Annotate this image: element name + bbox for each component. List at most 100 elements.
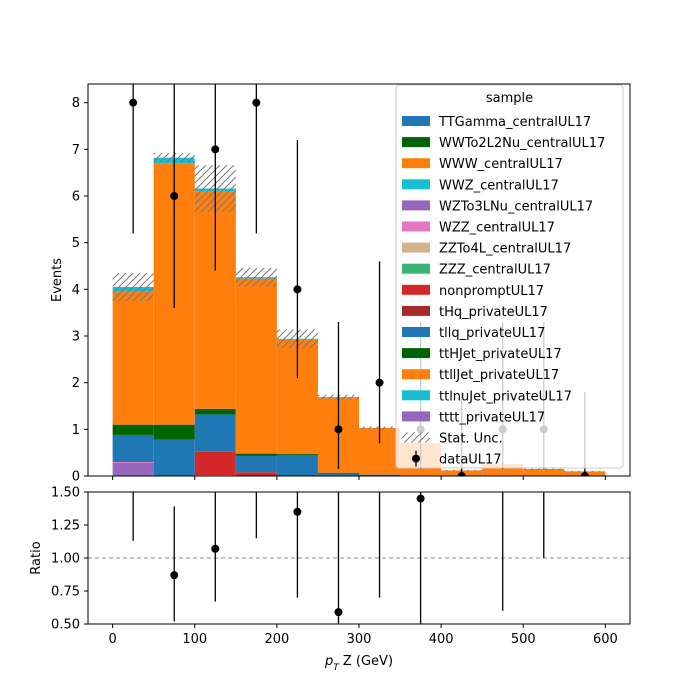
legend-swatch-11 — [402, 348, 430, 359]
data-point-0 — [129, 98, 138, 107]
legend-title: sample — [486, 91, 533, 106]
bar-ttllJet_privateUL17-bin-0 — [112, 291, 154, 425]
legend-swatch-6 — [402, 242, 430, 253]
bar-nonpromptUL17-bin-3 — [235, 472, 277, 476]
legend-label-9: tHq_privateUL17 — [439, 305, 548, 320]
legend-label-stat-unc: Stat. Unc. — [439, 432, 503, 447]
legend-label-11: ttHJet_privateUL17 — [439, 347, 562, 362]
legend-label-2: WWW_centralUL17 — [439, 157, 563, 172]
legend-swatch-2 — [402, 158, 430, 169]
main-plot-area: 0 1 2 3 4 5 6 7 8 Events — [50, 83, 631, 485]
ratio-ytick-label: 0.75 — [51, 585, 80, 600]
data-point-6 — [375, 378, 384, 387]
legend-label-3: WWZ_centralUL17 — [439, 178, 559, 193]
stat-unc-bin-3 — [235, 267, 277, 287]
ratio-ytick-label: 0.50 — [51, 618, 80, 633]
main-ytick-label: 0 — [72, 470, 80, 485]
main-ytick-label: 3 — [72, 330, 80, 345]
ratio-point-1 — [170, 571, 179, 580]
legend-swatch-1 — [402, 137, 430, 148]
ratio-xtick-label: 400 — [429, 632, 454, 647]
bar-ttHJet_privateUL17-bin-2 — [194, 408, 236, 415]
bar-tllq_privateUL17-bin-6 — [359, 474, 401, 476]
data-point-4 — [293, 285, 302, 294]
legend-label-7: ZZZ_centralUL17 — [439, 263, 551, 278]
ratio-point-7 — [416, 494, 425, 503]
main-ytick-label: 6 — [72, 190, 80, 205]
bar-ttHJet_privateUL17-bin-5 — [317, 472, 359, 474]
legend-swatch-5 — [402, 221, 430, 232]
legend-swatch-12 — [402, 369, 430, 380]
bar-WZZ_centralUL17-bin-0 — [112, 462, 154, 463]
bar-tllq_privateUL17-bin-0 — [112, 434, 154, 462]
bar-ttHJet_privateUL17-bin-1 — [153, 424, 195, 440]
bar-ttllJet_privateUL17-bin-10 — [523, 469, 565, 476]
main-ytick-label: 2 — [72, 376, 80, 391]
main-ytick-label: 1 — [72, 423, 80, 438]
data-point-5 — [334, 425, 343, 434]
legend-swatch-0 — [402, 116, 430, 126]
legend-label-6: ZZTo4L_centralUL17 — [439, 242, 571, 257]
bar-nonpromptUL17-bin-2 — [194, 451, 236, 476]
data-point-11 — [580, 472, 589, 476]
data-point-1 — [170, 192, 179, 200]
ratio-xlabel: pT Z (GeV) — [324, 654, 393, 673]
legend-label-12: ttllJet_privateUL17 — [439, 368, 559, 383]
bar-tllq_privateUL17-bin-5 — [317, 473, 359, 476]
legend-swatch-stat-unc — [402, 432, 430, 443]
legend-label-data: dataUL17 — [439, 453, 502, 468]
stacked-bars — [112, 153, 606, 476]
bar-ttHJet_privateUL17-bin-3 — [235, 453, 277, 456]
legend-swatch-9 — [402, 305, 430, 316]
bar-ttllJet_privateUL17-bin-3 — [235, 278, 277, 454]
data-point-8 — [457, 472, 466, 476]
legend-label-5: WZZ_centralUL17 — [439, 221, 555, 236]
legend-swatch-14 — [402, 411, 430, 422]
main-ytick-label: 7 — [72, 143, 80, 158]
ratio-point-2 — [211, 544, 220, 553]
ratio-points — [132, 492, 545, 624]
ratio-ytick-label: 1.25 — [51, 519, 80, 534]
legend-box — [395, 84, 624, 469]
legend-data-marker — [412, 454, 420, 463]
legend-label-14: tttt_privateUL17 — [439, 410, 545, 425]
ratio-ytick-label: 1.50 — [51, 486, 80, 501]
legend-label-1: WWTo2L2Nu_centralUL17 — [439, 136, 605, 151]
main-ytick-label: 5 — [72, 236, 80, 251]
legend-swatch-4 — [402, 200, 430, 211]
ratio-xtick-label: 200 — [264, 632, 289, 647]
ratio-xtick-label: 500 — [511, 632, 536, 647]
bar-WZTo3LNu_centralUL17-bin-0 — [112, 462, 154, 476]
ratio-xtick-label: 0 — [108, 632, 116, 647]
bar-ttHJet_privateUL17-bin-4 — [276, 454, 318, 455]
legend-label-0: TTGamma_centralUL17 — [438, 115, 591, 130]
main-ytick-label: 4 — [72, 283, 80, 298]
ratio-point-5 — [334, 608, 343, 617]
main-ylabel: Events — [50, 258, 65, 302]
bar-tllq_privateUL17-bin-1 — [153, 439, 195, 476]
legend-label-10: tllq_privateUL17 — [439, 326, 545, 341]
legend-swatch-10 — [402, 327, 430, 337]
bar-tllq_privateUL17-bin-3 — [235, 455, 277, 473]
ratio-point-4 — [293, 507, 302, 516]
legend-swatch-8 — [402, 284, 430, 295]
legend-swatch-7 — [402, 263, 430, 274]
main-ytick-label: 8 — [72, 96, 80, 111]
legend-label-8: nonpromptUL17 — [439, 284, 544, 299]
ratio-xtick-label: 600 — [593, 632, 618, 647]
ratio-ytick-label: 1.00 — [51, 552, 80, 567]
stat-unc-bin-0 — [112, 273, 154, 301]
ratio-xtick-label: 300 — [347, 632, 372, 647]
legend-swatch-13 — [402, 390, 430, 401]
legend-swatch-3 — [402, 179, 430, 190]
ratio-ylabel: Ratio — [29, 541, 44, 574]
legend-label-4: WZTo3LNu_centralUL17 — [439, 199, 593, 214]
data-point-3 — [252, 98, 261, 107]
legend-label-13: ttlnuJet_privateUL17 — [439, 389, 572, 404]
ratio-xtick-label: 100 — [182, 632, 207, 647]
data-point-2 — [211, 145, 220, 154]
ratio-plot-frame — [87, 491, 631, 625]
bar-tllq_privateUL17-bin-4 — [276, 455, 318, 476]
ratio-plot-area: 0.50 0.75 1.00 1.25 1.50 0 100 200 300 400 500 600 R… — [29, 486, 631, 673]
